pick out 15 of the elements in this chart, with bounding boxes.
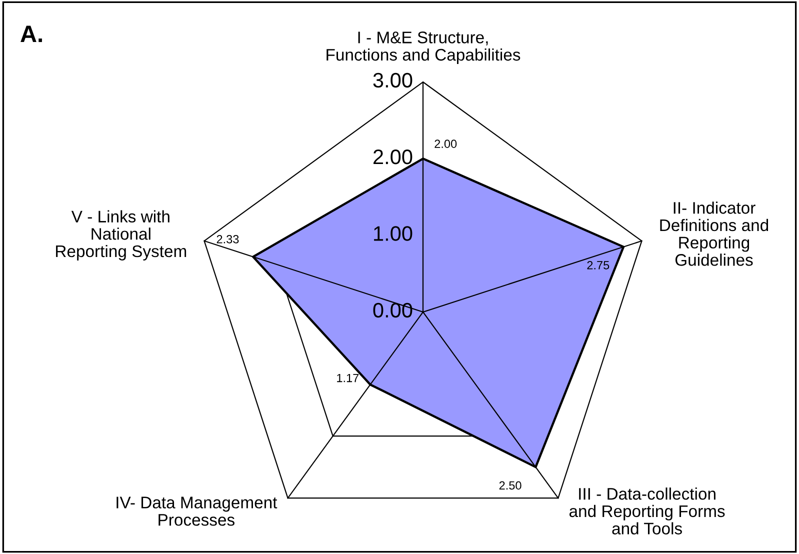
spoke-label: III - Data-collection and Reporting Forms and Tools: [569, 488, 725, 534]
y-tick-label: 3.00: [373, 72, 412, 88]
chart-title: A.: [20, 26, 42, 42]
spoke-label: II- Indicator Definitions and Reporting Guidelines: [660, 202, 768, 266]
y-tick-label: 1.00: [374, 226, 412, 241]
data-label: 2.75: [587, 261, 610, 270]
spoke-label: I - M&E Structure, Functions and Capabilities: [326, 32, 520, 64]
data-label: 2.33: [216, 234, 239, 244]
data-label: 2.50: [499, 481, 522, 490]
spoke-label: V - Links with National Reporting System: [56, 210, 186, 260]
spoke-label: IV- Data Management Processes: [116, 496, 278, 526]
y-tick-label: 2.00: [374, 150, 412, 164]
data-label: 1.17: [337, 374, 359, 382]
y-tick-label: 0.00: [373, 302, 412, 318]
data-label: 2.00: [434, 140, 457, 148]
